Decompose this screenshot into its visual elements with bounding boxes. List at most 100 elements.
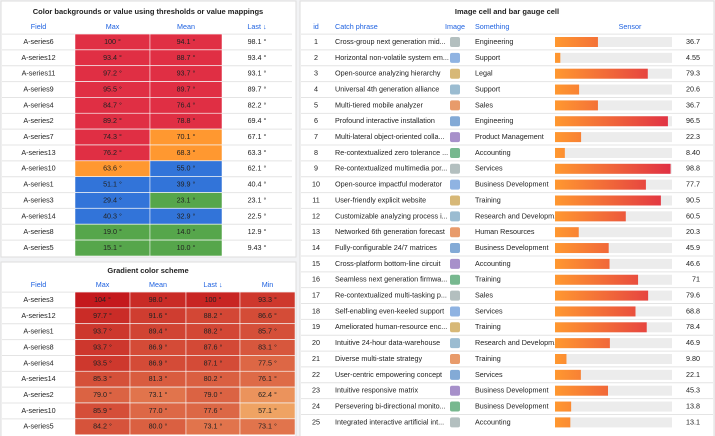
- column-header: Last ↓: [203, 280, 222, 289]
- id-cell: 7: [314, 132, 318, 141]
- image-icon: [450, 385, 460, 396]
- field-cell: A-series1: [23, 180, 53, 189]
- cell-value: 79.0 °: [204, 390, 223, 399]
- column-header: Mean: [177, 22, 195, 31]
- gauge-bar: [555, 195, 661, 206]
- catch-phrase-cell: User-centric empowering concept: [335, 370, 442, 379]
- cell-value: 14.0 °: [177, 227, 196, 236]
- id-cell: 20: [312, 338, 320, 347]
- field-cell: A-series8: [23, 227, 53, 236]
- catch-phrase-cell: Integrated interactive artificial int...: [335, 417, 444, 426]
- cell-value: 76.2 °: [103, 148, 122, 157]
- cell-value: 23.1 °: [248, 195, 267, 204]
- sensor-value: 8.40: [686, 148, 700, 157]
- cell-value: 98.0 °: [149, 295, 168, 304]
- id-cell: 24: [312, 401, 320, 410]
- cell-value: 100 °: [205, 295, 222, 304]
- id-cell: 17: [312, 291, 320, 300]
- id-cell: 2: [314, 53, 318, 62]
- cell-value: 23.1 °: [177, 195, 196, 204]
- image-icon: [450, 290, 460, 301]
- cell-value: 77.6 °: [204, 406, 223, 415]
- cell-value: 88.2 °: [204, 311, 223, 320]
- cell-value: 29.4 °: [103, 195, 122, 204]
- cell-value: 95.5 °: [103, 84, 122, 93]
- id-cell: 5: [314, 100, 318, 109]
- field-cell: A-series3: [23, 295, 53, 304]
- field-cell: A-series2: [23, 390, 53, 399]
- cell-value: 69.4 °: [248, 116, 267, 125]
- image-icon: [450, 163, 460, 174]
- gauge-bar: [555, 417, 571, 428]
- column-header: Mean: [149, 280, 167, 289]
- image-icon: [450, 258, 460, 269]
- something-cell: Product Management: [475, 132, 544, 141]
- cell-value: 89.7 °: [177, 84, 196, 93]
- field-cell: A-series13: [21, 148, 55, 157]
- cell-value: 80.0 °: [149, 422, 168, 431]
- id-cell: 6: [314, 116, 318, 125]
- image-icon: [450, 84, 460, 95]
- something-cell: Business Development: [475, 180, 549, 189]
- image-icon: [450, 195, 460, 206]
- catch-phrase-cell: Horizontal non-volatile system em...: [335, 53, 449, 62]
- cell-value: 86.6 °: [258, 311, 277, 320]
- gauge-bar: [555, 179, 646, 190]
- cell-value: 93.7 °: [93, 342, 112, 351]
- id-cell: 23: [312, 386, 320, 395]
- cell-value: 79.0 °: [93, 390, 112, 399]
- cell-value: 89.4 °: [149, 327, 168, 336]
- cell-value: 73.1 °: [258, 422, 277, 431]
- field-cell: A-series12: [21, 53, 55, 62]
- cell-value: 77.5 °: [258, 358, 277, 367]
- column-header: Last ↓: [247, 22, 266, 31]
- sensor-value: 78.4: [686, 322, 700, 331]
- field-cell: A-series14: [21, 211, 55, 220]
- gauge-bar: [555, 306, 636, 317]
- field-cell: A-series10: [21, 164, 55, 173]
- catch-phrase-cell: Intuitive 24-hour data-warehouse: [335, 338, 440, 347]
- cell-value: 97.2 °: [103, 69, 122, 78]
- gauge-track: [555, 100, 672, 111]
- cell-value: 93.7 °: [93, 327, 112, 336]
- gauge-bar: [555, 132, 582, 143]
- cell-value: 55.0 °: [177, 164, 196, 173]
- cell-value: 93.4 °: [103, 53, 122, 62]
- catch-phrase-cell: Self-enabling even-keeled support: [335, 306, 444, 315]
- image-icon: [450, 211, 460, 222]
- column-header: Min: [262, 280, 274, 289]
- field-cell: A-series2: [23, 116, 53, 125]
- cell-value: 85.3 °: [93, 374, 112, 383]
- gauge-bar: [555, 84, 580, 95]
- sensor-value: 77.7: [686, 180, 700, 189]
- field-cell: A-series4: [23, 100, 53, 109]
- column-header: Something: [475, 22, 509, 31]
- something-cell: Engineering: [475, 116, 513, 125]
- something-cell: Services: [475, 370, 503, 379]
- cell-value: 40.3 °: [103, 211, 122, 220]
- gauge-bar: [555, 100, 598, 111]
- catch-phrase-cell: Re-contextualized multi-tasking p...: [335, 291, 447, 300]
- cell-value: 74.3 °: [103, 132, 122, 141]
- something-cell: Accounting: [475, 417, 511, 426]
- id-cell: 18: [312, 306, 320, 315]
- gauge-track: [555, 258, 672, 269]
- column-header: Max: [96, 280, 110, 289]
- column-header: Max: [106, 22, 120, 31]
- image-icon: [450, 417, 460, 428]
- something-cell: Business Development: [475, 243, 549, 252]
- gauge-track: [555, 52, 672, 63]
- image-icon: [450, 68, 460, 79]
- catch-phrase-cell: Customizable analyzing process i...: [335, 211, 448, 220]
- cell-value: 84.2 °: [93, 422, 112, 431]
- gauge-track: [555, 147, 672, 158]
- catch-phrase-cell: Open-source analyzing hierarchy: [335, 69, 441, 78]
- gauge-track: [555, 401, 672, 412]
- sensor-value: 9.80: [686, 354, 700, 363]
- id-cell: 12: [312, 211, 320, 220]
- field-cell: A-series12: [21, 311, 55, 320]
- panel-title: Image cell and bar gauge cell: [455, 7, 559, 16]
- something-cell: Training: [475, 354, 501, 363]
- cell-value: 32.9 °: [177, 211, 196, 220]
